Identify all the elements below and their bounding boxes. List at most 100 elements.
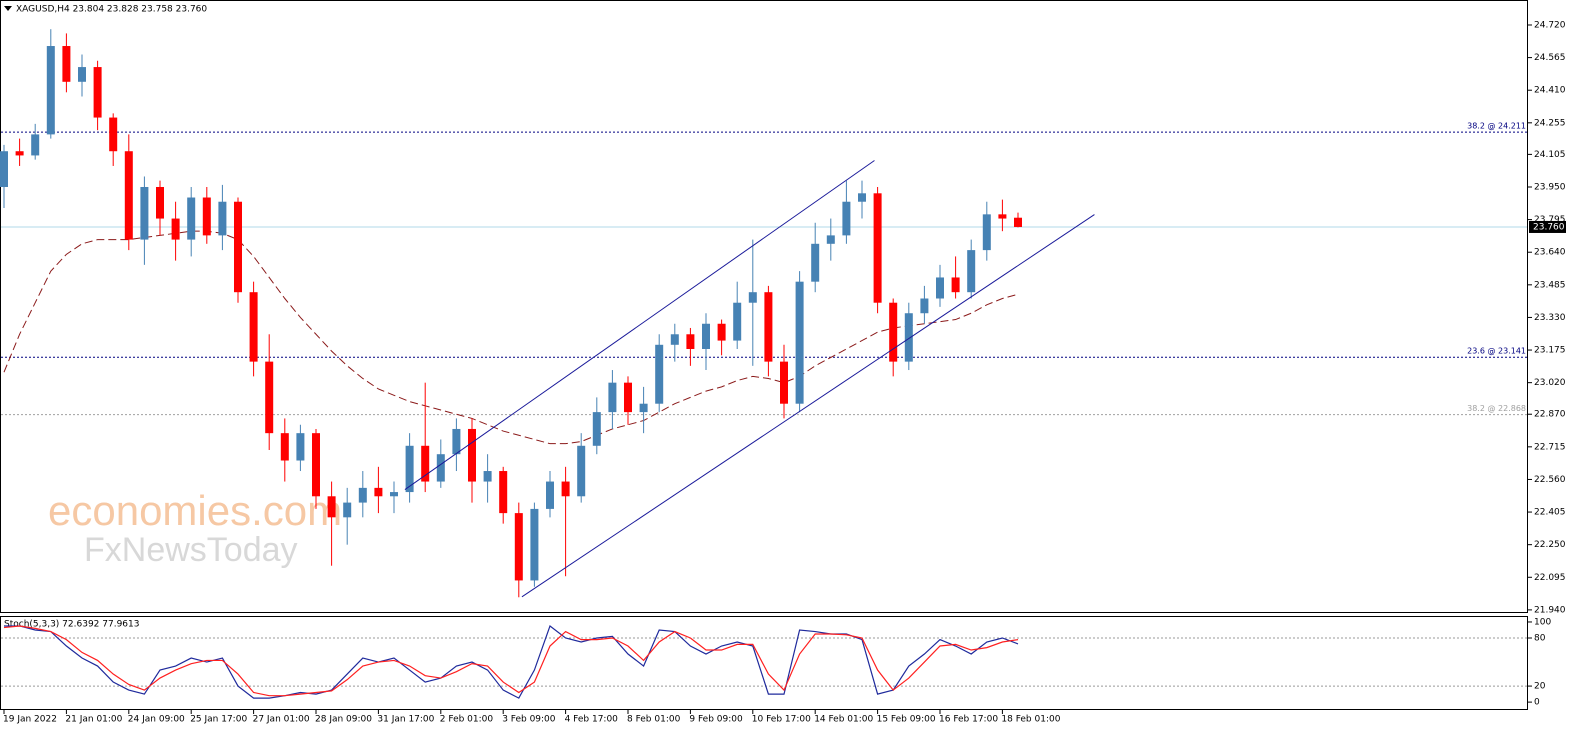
candle-body <box>0 151 8 187</box>
candle-body <box>592 412 601 446</box>
x-tick-label: 15 Feb 09:00 <box>877 715 936 725</box>
indicator-title: Stoch(5,3,3) 72.6392 77.9613 <box>4 620 139 630</box>
y-tick-label: 24.565 <box>1534 53 1566 63</box>
x-tick-label: 14 Feb 01:00 <box>814 715 873 725</box>
y-tick-label: 80 <box>1534 633 1546 643</box>
y-tick-label: 24.720 <box>1534 20 1566 30</box>
candle-body <box>31 134 40 156</box>
candle-body <box>187 197 196 240</box>
candle-body <box>639 403 648 413</box>
candle-body <box>343 502 352 518</box>
candle-body <box>421 445 430 482</box>
candle-body <box>967 250 976 293</box>
candle-body <box>358 487 367 503</box>
stoch-line <box>3 625 1019 697</box>
candle-body <box>795 281 804 404</box>
candle-body <box>826 235 835 244</box>
candle-body <box>109 117 118 152</box>
candle-body <box>265 361 274 434</box>
candle-body <box>546 481 554 509</box>
y-tick-label: 23.175 <box>1534 346 1566 356</box>
candle-body <box>62 46 71 82</box>
y-tick-label: 23.795 <box>1534 215 1566 225</box>
candle-body <box>951 277 960 293</box>
x-tick-label: 8 Feb 01:00 <box>627 715 681 725</box>
y-tick-label: 22.405 <box>1534 508 1566 518</box>
fib-label: 38.2 @ 22.868 <box>1467 404 1526 413</box>
candle-body <box>15 151 24 156</box>
candle-body <box>982 214 991 251</box>
watermark: economies.com <box>48 487 342 534</box>
candle-body <box>920 298 929 314</box>
candle-body <box>296 433 305 461</box>
y-tick-label: 22.870 <box>1534 410 1566 420</box>
x-tick-label: 31 Jan 17:00 <box>377 715 434 725</box>
x-tick-label: 25 Jan 17:00 <box>190 715 247 725</box>
candle-body <box>936 277 944 299</box>
y-tick-label: 23.640 <box>1534 248 1566 258</box>
collapse-icon <box>4 6 12 11</box>
candle-body <box>156 186 164 219</box>
candle-body <box>405 445 414 493</box>
x-tick-label: 28 Jan 09:00 <box>315 715 372 725</box>
candle-body <box>889 302 898 362</box>
y-tick-label: 21.940 <box>1534 605 1566 615</box>
watermark: FxNewsToday <box>84 531 298 569</box>
candle-body <box>93 67 102 118</box>
x-tick-label: 2 Feb 01:00 <box>440 715 494 725</box>
candle-body <box>733 302 742 341</box>
y-tick-label: 24.255 <box>1534 118 1566 128</box>
candle-body <box>530 508 539 581</box>
candle-body <box>842 201 851 236</box>
y-tick-label: 23.485 <box>1534 280 1566 290</box>
x-tick-label: 27 Jan 01:00 <box>253 715 310 725</box>
y-tick-label: 22.095 <box>1534 573 1566 583</box>
current-price-box <box>1529 220 1566 233</box>
candle-body <box>1014 217 1022 227</box>
candle-body <box>514 513 523 581</box>
x-tick-label: 16 Feb 17:00 <box>939 715 998 725</box>
candle-body <box>561 481 570 497</box>
x-tick-label: 18 Feb 01:00 <box>1001 715 1060 725</box>
candle-body <box>873 193 882 303</box>
candle-body <box>748 292 757 303</box>
stoch-panel <box>0 616 1528 710</box>
candle-body <box>234 201 242 293</box>
fib-label: 23.6 @ 23.141 <box>1467 347 1526 356</box>
candle-body <box>624 382 632 413</box>
candle-body <box>78 67 86 82</box>
candle-body <box>670 334 679 345</box>
candle-body <box>312 433 320 497</box>
y-tick-label: 24.410 <box>1534 86 1566 96</box>
candle-body <box>452 428 461 455</box>
trendline <box>521 214 1095 598</box>
candle-body <box>327 496 336 518</box>
x-tick-label: 24 Jan 09:00 <box>128 715 185 725</box>
candle-body <box>608 382 617 413</box>
candle-body <box>280 433 289 461</box>
chart-title: XAGUSD,H4 23.804 23.828 23.758 23.760 <box>16 5 207 15</box>
trendline <box>404 160 875 490</box>
price-panel <box>0 0 1528 613</box>
candle-body <box>858 193 866 202</box>
candle-body <box>202 197 211 236</box>
candle-body <box>124 151 133 240</box>
candle-body <box>780 361 788 404</box>
candle-body <box>655 344 664 404</box>
y-tick-label: 23.330 <box>1534 313 1566 323</box>
candle-body <box>577 445 586 497</box>
candle-body <box>249 292 258 362</box>
x-tick-label: 10 Feb 17:00 <box>752 715 811 725</box>
x-tick-label: 9 Feb 09:00 <box>689 715 743 725</box>
y-tick-label: 22.715 <box>1534 442 1566 452</box>
candle-body <box>46 46 55 135</box>
y-tick-label: 22.250 <box>1534 540 1566 550</box>
candle-body <box>811 243 820 282</box>
candle-body <box>218 201 227 236</box>
fib-label: 38.2 @ 24.211 <box>1467 122 1526 131</box>
y-tick-label: 20 <box>1534 682 1546 692</box>
y-tick-label: 24.105 <box>1534 150 1566 160</box>
candle-body <box>436 454 445 482</box>
y-tick-label: 22.560 <box>1534 475 1566 485</box>
candle-body <box>764 292 773 362</box>
